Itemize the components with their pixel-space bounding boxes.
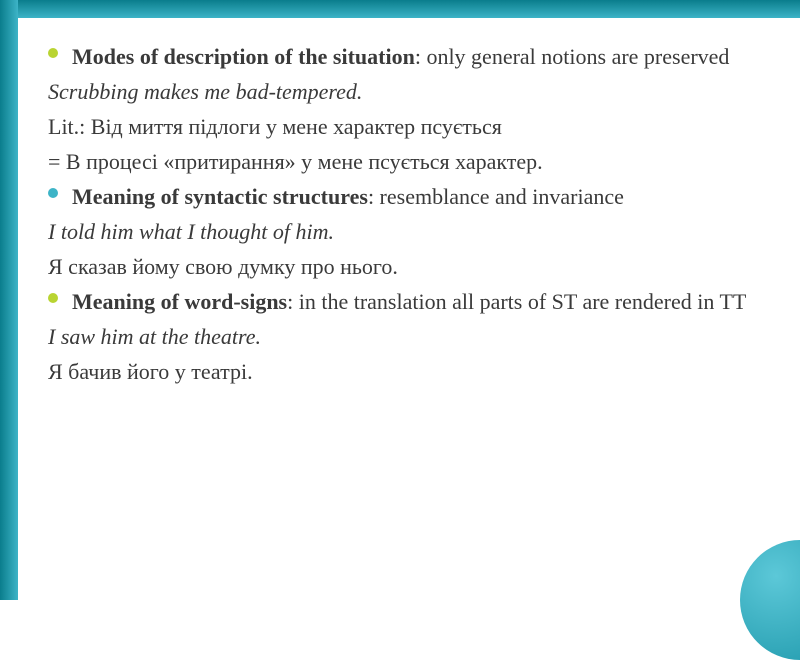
bullet-text: Modes of description of the situation: o… [72, 40, 760, 73]
text-line: Lit.: Від миття підлоги у мене характер … [48, 110, 760, 143]
slide-content: Modes of description of the situation: o… [48, 40, 760, 560]
bullet-icon [48, 48, 58, 58]
bullet-text: Meaning of syntactic structures: resembl… [72, 180, 760, 213]
example-italic-line: I told him what I thought of him. [48, 215, 760, 248]
text-line: Я бачив його у театрі. [48, 355, 760, 388]
bullet-text: Meaning of word-signs: in the translatio… [72, 285, 760, 318]
bullet-icon [48, 293, 58, 303]
text-line: = В процесі «притирання» у мене псується… [48, 145, 760, 178]
example-italic-line: Scrubbing makes me bad-tempered. [48, 75, 760, 108]
bullet-icon [48, 188, 58, 198]
bullet-rest-text: : resemblance and invariance [368, 184, 624, 209]
bullet-bold-text: Meaning of word-signs [72, 289, 287, 314]
slide-border-left [0, 0, 18, 600]
bullet-rest-text: : in the translation all parts of ST are… [287, 289, 746, 314]
slide-border-top [0, 0, 800, 18]
bullet-item: Modes of description of the situation: o… [48, 40, 760, 73]
bullet-item: Meaning of word-signs: in the translatio… [48, 285, 760, 318]
bullet-rest-text: : only general notions are preserved [415, 44, 730, 69]
example-italic-line: I saw him at the theatre. [48, 320, 760, 353]
bullet-item: Meaning of syntactic structures: resembl… [48, 180, 760, 213]
bullet-bold-text: Meaning of syntactic structures [72, 184, 368, 209]
text-line: Я сказав йому свою думку про нього. [48, 250, 760, 283]
bullet-bold-text: Modes of description of the situation [72, 44, 415, 69]
